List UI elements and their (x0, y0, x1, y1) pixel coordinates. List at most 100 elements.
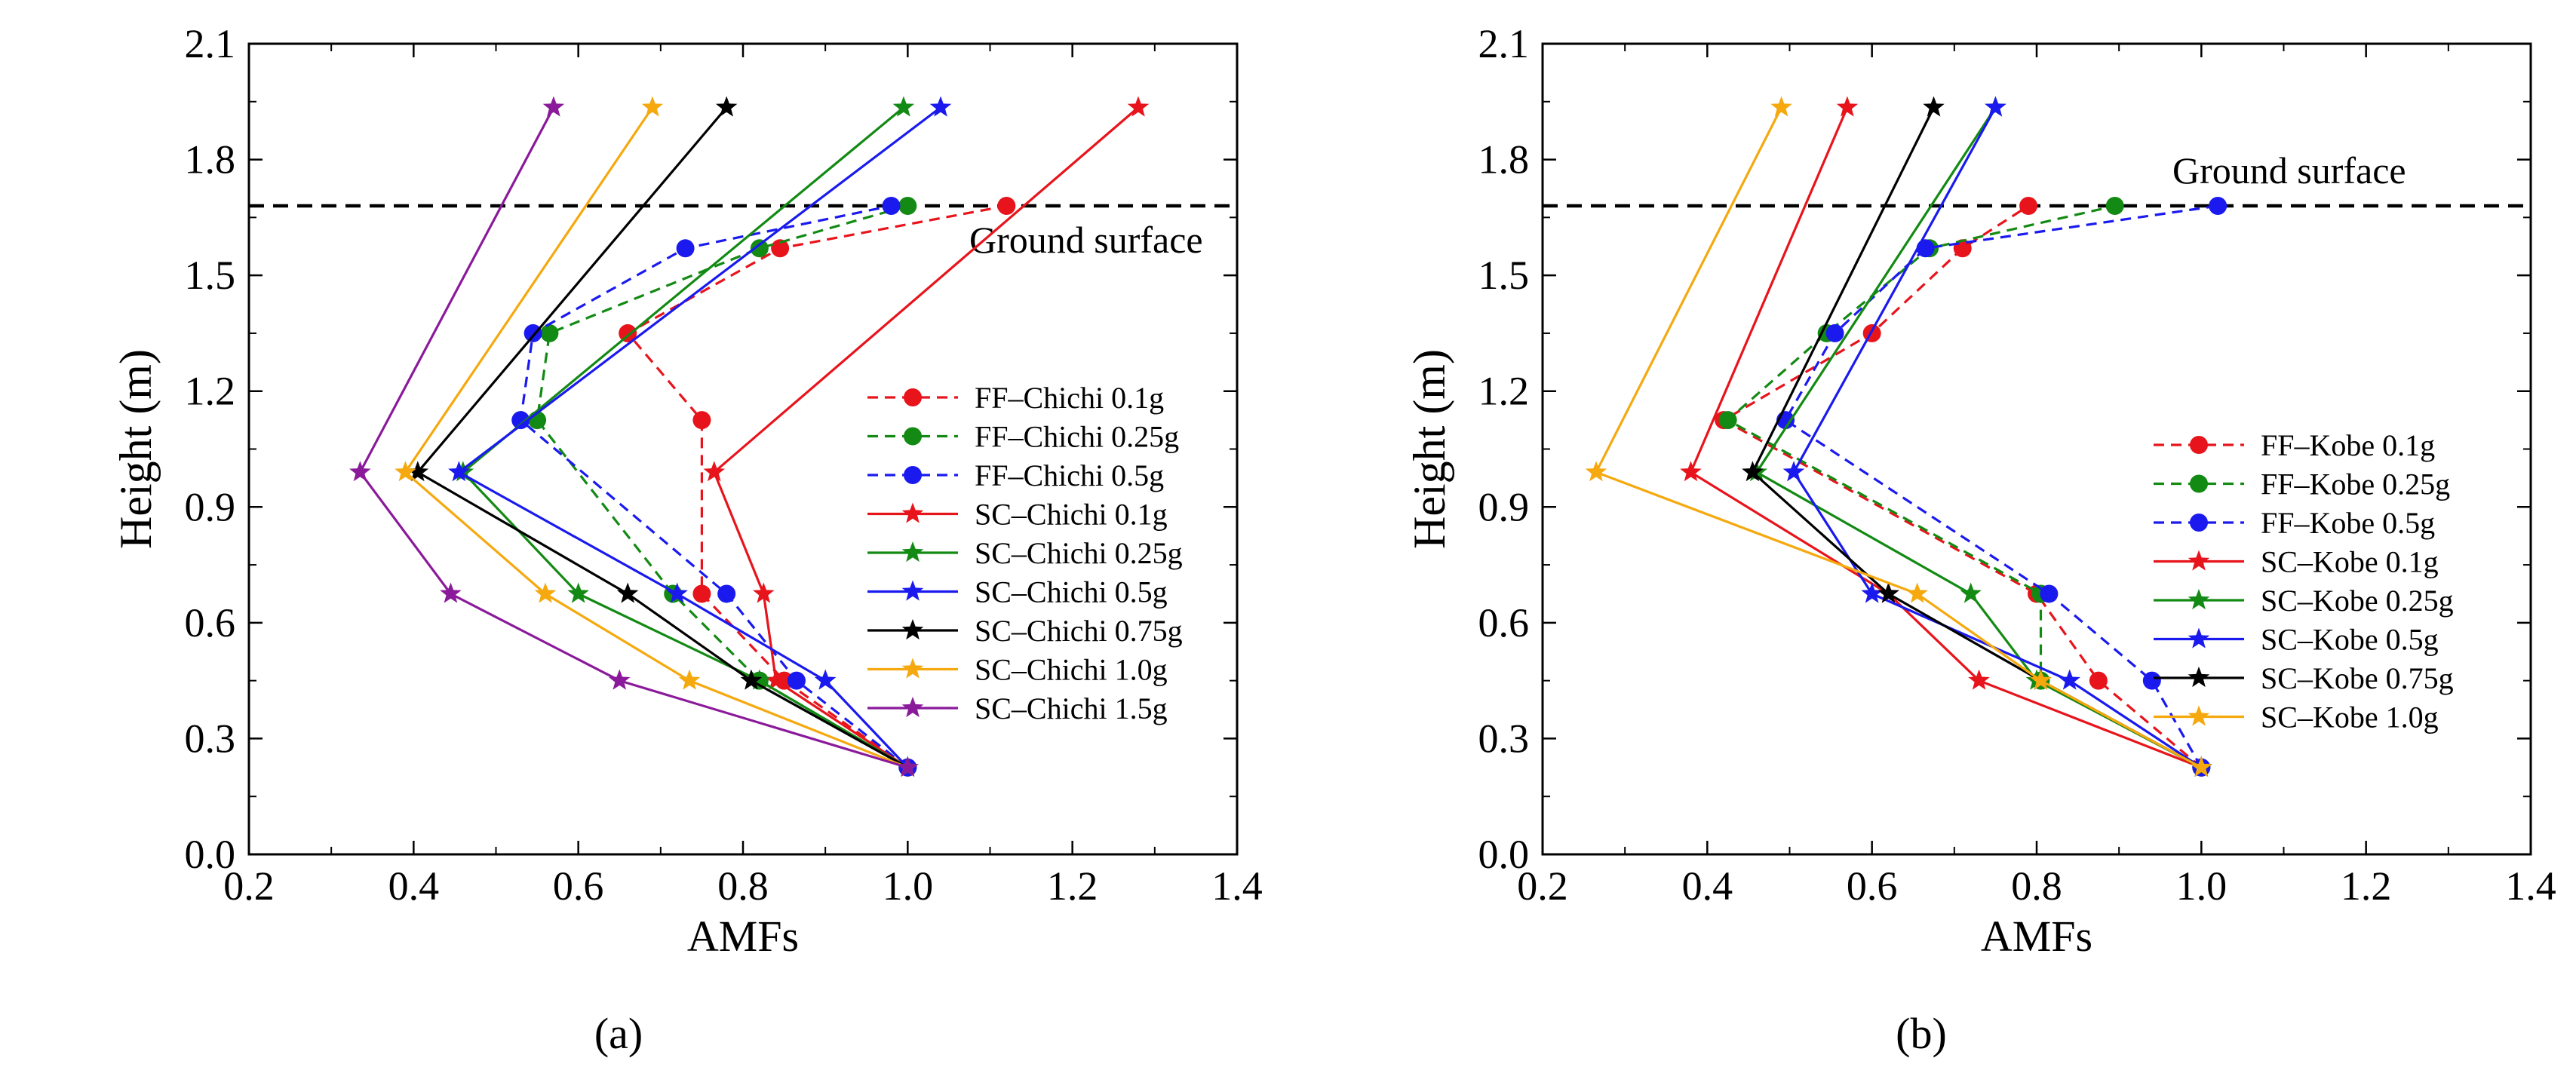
data-point (1585, 461, 1607, 482)
legend-item: SC–Chichi 1.0g (867, 653, 1168, 687)
series-0 (1715, 197, 2211, 777)
legend-marker (901, 697, 924, 718)
series-7 (395, 96, 919, 777)
legend-label: SC–Kobe 0.5g (2261, 623, 2439, 657)
data-point (897, 756, 919, 777)
data-point (1770, 96, 1792, 117)
x-axis-label: AMFs (1981, 912, 2092, 961)
y-tick-label: 1.5 (1478, 253, 1530, 298)
data-point (929, 96, 952, 117)
data-point (407, 461, 429, 482)
legend-label: SC–Kobe 0.1g (2261, 545, 2439, 579)
data-point (619, 323, 637, 342)
legend-item: FF–Chichi 0.5g (867, 458, 1164, 492)
x-tick-label: 1.4 (2505, 863, 2556, 909)
chart-panel-b: 0.2 0.4 0.6 0.8 1.0 1.2 1.4 0.0 0.3 0.6 0.9 1.2 1.5 1… (1405, 21, 2556, 1058)
x-tick-label: 0.6 (1847, 863, 1898, 909)
y-tick-label: 0.0 (1478, 832, 1530, 877)
panel-label: (b) (1896, 1009, 1947, 1058)
data-point (715, 96, 738, 117)
series-8 (349, 96, 919, 777)
x-axis-label: AMFs (687, 912, 799, 961)
data-point (1923, 96, 1945, 117)
legend-item: SC–Chichi 0.1g (867, 498, 1168, 532)
legend-label: SC–Kobe 0.25g (2261, 584, 2454, 618)
y-tick-label: 0.3 (1478, 716, 1530, 761)
legend-label: SC–Chichi 0.25g (975, 536, 1183, 570)
x-tick-label: 1.0 (883, 863, 934, 909)
data-point (771, 239, 790, 258)
legend-marker (2190, 436, 2208, 454)
legend-item: SC–Chichi 0.75g (867, 614, 1183, 648)
x-tick-label: 0.2 (223, 863, 275, 909)
legend-marker (904, 427, 922, 446)
legend-label: SC–Chichi 0.5g (975, 575, 1168, 609)
x-tick-label: 0.8 (717, 863, 769, 909)
legend-marker (904, 466, 922, 484)
legend-marker (2188, 627, 2210, 648)
series-line (536, 204, 909, 769)
data-point (717, 584, 736, 603)
legend-marker (2188, 550, 2210, 571)
data-point (2019, 197, 2038, 215)
legend-marker (901, 541, 924, 563)
y-axis-label: Height (m) (1405, 349, 1454, 549)
data-point (814, 669, 837, 690)
x-tick-label: 0.4 (388, 863, 440, 909)
data-point (2040, 584, 2059, 603)
x-tick-label: 0.4 (1682, 863, 1733, 909)
ground-surface-label: Ground surface (2172, 149, 2406, 192)
x-tick-label: 1.0 (2176, 863, 2228, 909)
series-0 (619, 197, 1016, 777)
data-point (511, 411, 530, 430)
legend-label: FF–Chichi 0.5g (975, 458, 1164, 492)
legend-item: SC–Chichi 1.5g (867, 691, 1168, 725)
x-tick-label: 0.6 (553, 863, 604, 909)
legend-item: FF–Kobe 0.25g (2154, 468, 2450, 501)
legend-item: SC–Kobe 1.0g (2154, 701, 2439, 734)
data-point (2059, 669, 2080, 690)
panel-label: (a) (594, 1009, 643, 1058)
data-point (542, 96, 565, 117)
axes: 0.2 0.4 0.6 0.8 1.0 1.2 1.4 0.0 0.3 0.6 0.9 1.2 1.5 1… (1478, 21, 2556, 909)
y-tick-label: 1.8 (1478, 137, 1530, 182)
data-point (1782, 461, 1805, 482)
data-point (787, 671, 806, 690)
legend-label: FF–Kobe 0.25g (2261, 468, 2450, 501)
legend-label: FF–Chichi 0.1g (975, 381, 1164, 415)
legend-marker (901, 502, 924, 523)
y-tick-label: 1.8 (185, 137, 236, 182)
data-point (1718, 411, 1737, 430)
data-point (676, 239, 695, 258)
data-point (740, 669, 763, 690)
data-point (692, 584, 711, 603)
data-point (1861, 582, 1883, 603)
y-tick-label: 2.1 (1478, 21, 1530, 66)
legend-marker (901, 580, 924, 601)
x-tick-label: 1.4 (1211, 863, 1263, 909)
data-point (616, 582, 639, 603)
data-point (2191, 756, 2212, 777)
legend-marker (901, 619, 924, 640)
series-line (1722, 204, 2203, 769)
data-point (641, 96, 664, 117)
legend-item: SC–Chichi 0.25g (867, 536, 1183, 570)
ground-surface-label: Ground surface (969, 219, 1203, 261)
data-point (1985, 96, 2006, 117)
data-point (678, 669, 701, 690)
legend-label: SC–Kobe 0.75g (2261, 661, 2454, 695)
data-point (1742, 461, 1764, 482)
y-tick-label: 1.5 (185, 253, 236, 298)
data-point (440, 582, 462, 603)
y-tick-label: 0.9 (1478, 484, 1530, 529)
data-point (534, 582, 557, 603)
data-point (1836, 96, 1859, 117)
data-point (2142, 671, 2161, 690)
series-6 (407, 96, 919, 777)
legend-marker (904, 388, 922, 406)
legend-item: SC–Kobe 0.1g (2154, 545, 2439, 579)
data-point (882, 197, 901, 215)
data-point (349, 461, 371, 482)
legend-marker (2188, 589, 2210, 610)
data-point (2089, 671, 2108, 690)
